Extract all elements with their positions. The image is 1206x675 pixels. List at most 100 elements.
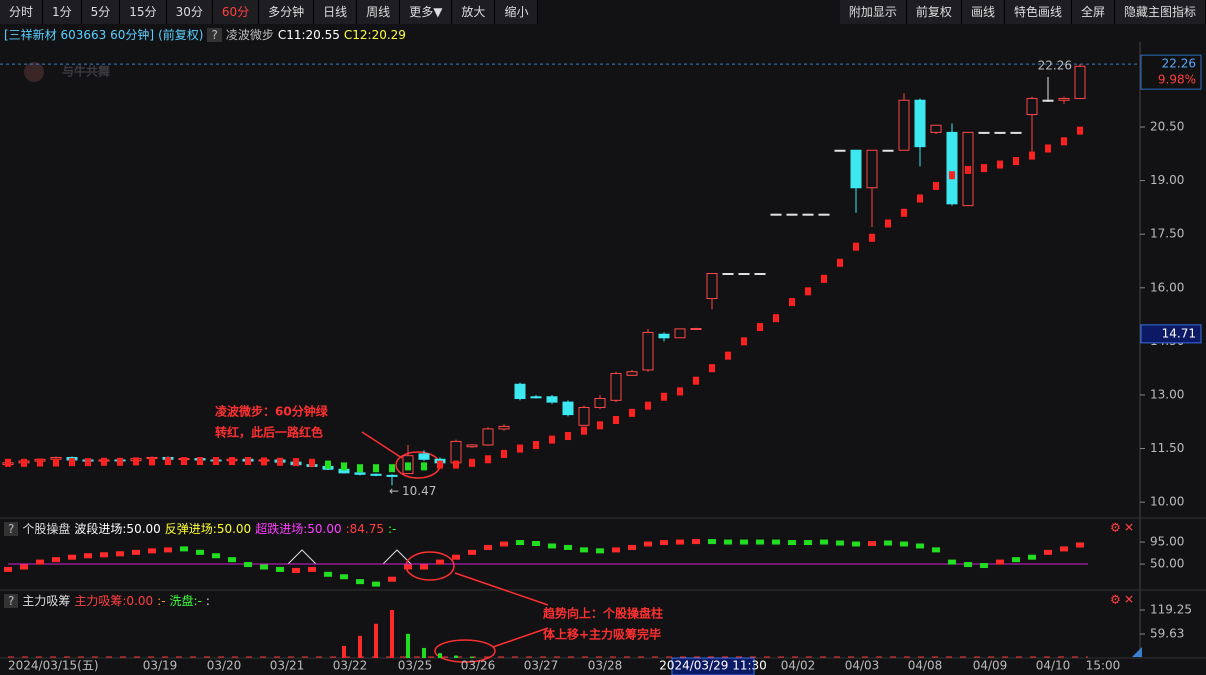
stock-name: [三祥新材 603663 60分钟]	[4, 28, 155, 42]
signal-dot	[932, 547, 940, 553]
candle-body	[514, 383, 526, 400]
candle-body	[578, 406, 590, 426]
toolbar-button[interactable]: 多分钟	[259, 0, 315, 24]
signal-dot	[212, 553, 220, 559]
y-tick-label: 16.00	[1150, 280, 1184, 294]
signal-dot	[1028, 554, 1036, 560]
x-tick-label: 04/03	[845, 659, 880, 673]
signal-dot	[404, 564, 412, 570]
annotation: 趋势向上：个股操盘柱	[543, 606, 663, 621]
close-icon[interactable]: ✕	[1124, 521, 1134, 535]
title: 波段进场:50.00	[74, 522, 161, 536]
toolbar-button[interactable]: 更多▼	[400, 0, 453, 24]
adjust: (前复权)	[158, 28, 204, 42]
toolbar-button[interactable]: 附加显示	[840, 0, 907, 24]
x-tick-label: 03/19	[143, 659, 178, 673]
x-tick-label: 03/22	[333, 659, 368, 673]
trend-dot	[421, 462, 427, 471]
last-price: 22.26	[1162, 57, 1196, 71]
settings-icon[interactable]: ⚙	[1110, 593, 1121, 607]
signal-dot	[916, 543, 924, 549]
help[interactable]: ?	[207, 28, 222, 42]
signal-dot	[52, 557, 60, 563]
candle-body	[786, 213, 798, 216]
toolbar-button[interactable]: 画线	[962, 0, 1005, 24]
trend-dot	[437, 460, 443, 469]
trend-dot	[1029, 151, 1035, 160]
signal-dot	[292, 567, 300, 573]
toolbar-button[interactable]: 放大	[452, 0, 496, 24]
signal-dot	[628, 544, 636, 550]
toolbar-button[interactable]: 60分	[213, 0, 260, 24]
y-tick-label: 119.25	[1150, 603, 1192, 617]
toolbar-button[interactable]: 5分	[82, 0, 121, 24]
trend-dot	[1061, 137, 1067, 146]
toolbar-button[interactable]: 隐藏主图指标	[1115, 0, 1206, 24]
toolbar-button[interactable]: 日线	[314, 0, 358, 24]
signal-dot	[260, 564, 268, 570]
y-tick-label: 13.00	[1150, 387, 1184, 401]
trend-dot	[149, 457, 155, 466]
toolbar-button[interactable]: 前复权	[907, 0, 962, 24]
candle-body	[1074, 65, 1086, 99]
signal-dot	[836, 540, 844, 546]
c12: C12:20.29	[343, 28, 406, 42]
toolbar-button[interactable]: 特色画线	[1005, 0, 1072, 24]
candle-body	[658, 333, 670, 339]
trend-dot	[453, 460, 459, 469]
signal-dot	[340, 574, 348, 580]
trend-dot	[325, 460, 331, 469]
bar	[422, 647, 426, 658]
toolbar-button[interactable]: 缩小	[495, 0, 539, 24]
signal-dot	[388, 576, 396, 582]
signal-dot	[852, 541, 860, 547]
candle-body	[418, 453, 430, 460]
toolbar-button[interactable]: 周线	[357, 0, 401, 24]
signal-dot	[196, 549, 204, 555]
signal-dot	[244, 562, 252, 568]
help[interactable]: ?	[4, 594, 19, 608]
signal-dot	[948, 559, 956, 565]
candle-body	[562, 401, 574, 416]
candle-body	[866, 149, 878, 189]
trend-dot	[213, 457, 219, 466]
candle-body	[642, 331, 654, 371]
candle-body	[354, 472, 366, 475]
toolbar-button[interactable]: 15分	[120, 0, 167, 24]
trend-dot	[229, 457, 235, 466]
trend-dot	[629, 408, 635, 417]
trend-dot	[373, 464, 379, 473]
bar	[438, 653, 442, 658]
trend-dot	[933, 181, 939, 190]
close-icon[interactable]: ✕	[1124, 593, 1134, 607]
toolbar-button[interactable]: 1分	[43, 0, 82, 24]
candle-body	[770, 213, 782, 216]
callout-line	[454, 572, 549, 606]
toolbar-button[interactable]: 分时	[0, 0, 44, 24]
toolbar-button[interactable]: 30分	[167, 0, 213, 24]
signal-dot	[276, 566, 284, 572]
settings-icon[interactable]: ⚙	[1110, 521, 1121, 535]
y-tick-label: 59.63	[1150, 627, 1184, 641]
signal-dot	[116, 551, 124, 557]
low-label: 10.47	[402, 484, 436, 498]
signal-dot	[4, 566, 12, 572]
candle-body	[1042, 99, 1054, 102]
trend-dot	[133, 457, 139, 466]
x-tick-label: 2024/03/15(五)	[8, 659, 99, 673]
signal-dot	[148, 548, 156, 554]
trend-dot	[677, 387, 683, 396]
bar	[454, 655, 458, 658]
crosshair-time-box	[671, 657, 755, 675]
candle-body	[914, 99, 926, 148]
signal-dot	[724, 539, 732, 545]
toolbar-button[interactable]: 全屏	[1072, 0, 1115, 24]
trend-dot	[869, 233, 875, 242]
trend-dot	[309, 458, 315, 467]
signal-dot	[452, 554, 460, 560]
signal-dot	[580, 547, 588, 553]
candle-body	[946, 131, 958, 205]
signal-dot	[804, 540, 812, 546]
help[interactable]: ?	[4, 522, 19, 536]
x-tick-label: 03/27	[524, 659, 559, 673]
